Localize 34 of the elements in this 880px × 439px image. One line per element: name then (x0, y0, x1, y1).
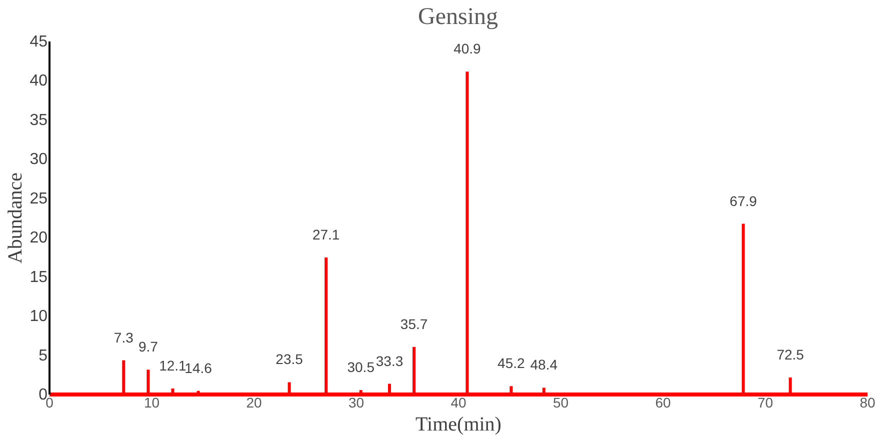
x-tick-label: 20 (246, 394, 262, 410)
x-tick-label: 50 (552, 394, 569, 410)
x-tick-label: 30 (348, 394, 364, 410)
y-tick-label: 35 (30, 112, 48, 129)
annotation: 12.1 (159, 358, 187, 374)
annotation: 35.7 (400, 316, 428, 332)
annotation: 23.5 (276, 351, 304, 368)
y-tick-label: 5 (38, 347, 48, 364)
x-tick-label: 70 (757, 394, 774, 410)
y-tick-label: 45 (30, 34, 48, 50)
annotation: 9.7 (138, 338, 158, 355)
y-tick-label: 40 (30, 72, 48, 90)
annotation: 27.1 (312, 226, 340, 243)
annotation: 7.3 (114, 329, 134, 346)
y-tick-label: 10 (30, 308, 48, 326)
annotation: 33.3 (376, 352, 404, 369)
annotation: 48.4 (530, 356, 558, 373)
y-axis-title: Abundance (4, 172, 27, 264)
annotation: 30.5 (347, 359, 375, 376)
annotation: 14.6 (184, 360, 212, 376)
x-tick-label: 80 (860, 394, 876, 410)
annotation: 72.5 (776, 346, 804, 363)
chart-title: Gensing (418, 4, 498, 30)
y-tick-label: 15 (30, 268, 48, 286)
annotation: 67.9 (730, 192, 758, 209)
x-axis-title: Time(min) (416, 414, 502, 436)
y-tick-label: 20 (30, 230, 48, 247)
y-tick-label: 30 (30, 151, 48, 168)
x-tick-label: 10 (144, 394, 160, 410)
x-tick-label: 60 (655, 394, 671, 410)
x-tick-label: 40 (450, 394, 466, 410)
annotation: 45.2 (498, 355, 526, 372)
y-tick-label: 25 (30, 190, 48, 208)
annotation: 40.9 (454, 40, 482, 57)
